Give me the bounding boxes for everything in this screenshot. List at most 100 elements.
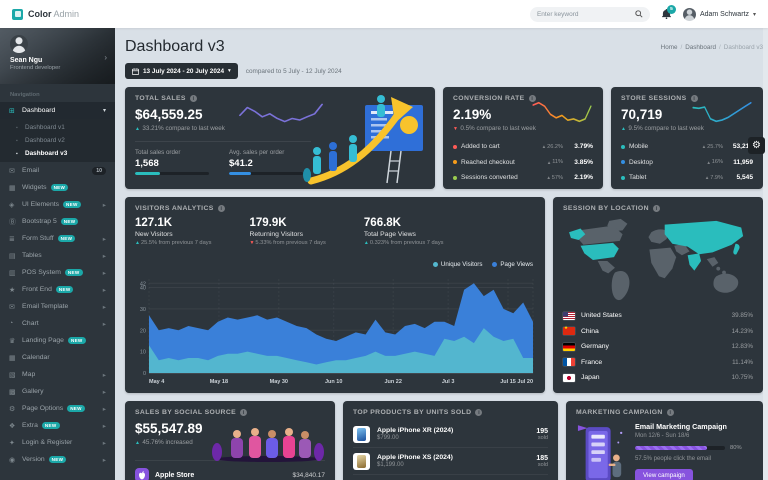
conversion-rate-card: CONVERSION RATE i 2.19% ▼ 0.5% compare to… (443, 87, 603, 189)
settings-gear-button[interactable]: ⚙ (748, 137, 765, 154)
sidebar-item-front-end[interactable]: ★ Front End NEW ▸ (0, 281, 115, 298)
sidebar-item-tables[interactable]: ▤ Tables ▸ (0, 247, 115, 264)
sidebar-item-version[interactable]: ◉ Version NEW ▸ (0, 451, 115, 468)
date-range-button[interactable]: 13 July 2024 - 20 July 2024 ▾ (125, 63, 238, 79)
sidebar-item-dashboard-v1[interactable]: ▪ Dashboard v1 (0, 121, 115, 134)
sidebar-item-pos-system[interactable]: ▥ POS System NEW ▸ (0, 264, 115, 281)
info-icon[interactable]: i (240, 409, 248, 416)
user-menu[interactable]: Adam Schwartz ▾ (682, 7, 756, 21)
cn-flag-icon: ★ (563, 325, 575, 336)
stat-label: Avg. sales per order (229, 149, 285, 156)
brand-logo[interactable]: Color Admin (12, 8, 79, 20)
bottom-row: SALES BY SOCIAL SOURCE i $55,547.89 ▲ 45.… (125, 401, 763, 480)
stat-value: $41.2 (229, 158, 253, 169)
sidebar-item-login-register[interactable]: ✦ Login & Register ▸ (0, 434, 115, 451)
info-icon[interactable]: i (528, 95, 536, 102)
search-icon[interactable] (635, 10, 643, 18)
sidebar-item-label: Calendar (22, 354, 50, 361)
sidebar-item-ui-elements[interactable]: ◈ UI Elements NEW ▸ (0, 196, 115, 213)
sidebar-item-label: Bootstrap 5 (22, 218, 57, 225)
breadcrumb-separator: / (680, 43, 683, 51)
breadcrumb-item[interactable]: Home (660, 43, 678, 51)
info-icon[interactable]: i (475, 409, 483, 416)
scrollbar[interactable] (763, 28, 768, 480)
info-icon[interactable]: i (690, 95, 698, 102)
legend-dot (432, 262, 438, 267)
sidebar-item-gallery[interactable]: ▩ Gallery ▸ (0, 383, 115, 400)
legend-unique-visitors[interactable]: Unique Visitors (432, 261, 483, 268)
new-badge: NEW (41, 422, 60, 429)
fr-flag-icon (563, 358, 575, 367)
notifications-button[interactable]: 5 (661, 5, 676, 19)
sidebar-item-email[interactable]: ✉ Email 10 (0, 162, 115, 179)
info-icon[interactable]: i (666, 409, 674, 416)
sidebar-item-chart[interactable]: ◔ Chart ▸ (0, 315, 115, 332)
info-icon[interactable]: i (189, 95, 197, 102)
country-name: France (581, 358, 603, 366)
visitor-stats: 127.1K New Visitors ▲ 25.5% from previous 7… (135, 217, 535, 246)
sidebar-item-calendar[interactable]: ▦ Calendar (0, 349, 115, 366)
chevron-right-icon: ▸ (102, 235, 106, 243)
sidebar-item-label: UI Elements (22, 201, 60, 208)
sidebar-item-page-options[interactable]: ⚙ Page Options NEW ▸ (0, 400, 115, 417)
stat-change: ▲ 25.5% from previous 7 days (135, 240, 211, 246)
new-badge: NEW (50, 184, 69, 191)
store-session-change: ▲ 25.7% (702, 144, 723, 150)
store-sessions-change: ▲ 9.5% compare to last week (621, 125, 753, 132)
calendar-icon: ▦ (9, 354, 16, 362)
sidebar-item-map[interactable]: ▧ Map ▸ (0, 366, 115, 383)
sidebar-item-dashboard-v2[interactable]: ▪ Dashboard v2 (0, 134, 115, 147)
sidebar-item-form-stuff[interactable]: ≣ Form Stuff NEW ▸ (0, 230, 115, 247)
conversion-rate-amount: 2.19% (453, 107, 492, 122)
star-icon: ★ (564, 325, 569, 331)
stat-change-text: 0.323% from previous 7 days (369, 240, 444, 246)
store-session-change-value: 7.9% (710, 174, 723, 181)
sidebar-item-bootstrap-5[interactable]: Ⓑ Bootstrap 5 NEW (0, 213, 115, 230)
search-input[interactable] (536, 10, 635, 18)
total-sales-stats: Total sales order 1,568 Avg. sales per ord… (135, 141, 311, 175)
svg-text:10: 10 (140, 350, 146, 356)
profile-role: Frontend developer (10, 65, 61, 71)
sidebar-item-dashboard-v3[interactable]: ▪ Dashboard v3 (0, 147, 115, 160)
count-unit: sold (537, 461, 548, 468)
legend-page-views[interactable]: Page Views (492, 261, 533, 268)
sidebar-item-label: POS System (22, 269, 61, 276)
front-end-icon: ★ (9, 286, 16, 294)
product-row: Apple iPhone XR (2024) $799.00 195 sold (353, 421, 548, 448)
conversion-change-value: 11% (552, 159, 563, 166)
brand-logo-icon (12, 8, 23, 20)
sidebar-item-email-template[interactable]: ✉ Email Template ▸ (0, 298, 115, 315)
team-illustration (212, 428, 324, 462)
sidebar-item-landing-page[interactable]: ♛ Landing Page NEW (0, 332, 115, 349)
product-info: Apple iPhone XS (2024) $1,199.00 (377, 454, 453, 468)
product-thumbnail (353, 425, 370, 443)
sidebar-item-label: Widgets (22, 184, 47, 191)
sidebar-item-widgets[interactable]: ▦ Widgets NEW (0, 179, 115, 196)
view-campaign-button[interactable]: View campaign (635, 469, 693, 480)
conversion-rate-sparkline (531, 99, 593, 125)
sidebar-profile[interactable]: Sean Ngu Frontend developer › (0, 28, 115, 84)
legend-label: Unique Visitors (440, 261, 483, 268)
card-title: VISITORS ANALYTICS i (135, 205, 535, 212)
total-sales-sparkline (237, 101, 325, 125)
chevron-right-icon: ▸ (102, 405, 106, 413)
sidebar-item-dashboard[interactable]: ⊞ Dashboard ▾ (0, 102, 115, 119)
store-sessions-rows: Mobile ▲ 25.7% 53,210 Desktop ▲ 16% 11,959 Table… (621, 139, 753, 186)
info-icon[interactable]: i (217, 205, 225, 212)
sidebar-item-label: Dashboard (22, 107, 56, 114)
card-title: TOP PRODUCTS BY UNITS SOLD i (353, 409, 548, 416)
sidebar-item-extra[interactable]: ❖ Extra NEW ▸ (0, 417, 115, 434)
svg-text:0: 0 (143, 371, 146, 377)
breadcrumb-item[interactable]: Dashboard (685, 43, 717, 51)
visitor-stat: 127.1K New Visitors ▲ 25.5% from previous 7… (135, 217, 211, 246)
card-title-text: SALES BY SOCIAL SOURCE (135, 409, 237, 416)
new-badge: NEW (48, 456, 67, 463)
info-icon[interactable]: i (652, 205, 660, 212)
search-box[interactable] (529, 6, 650, 22)
top-header: Color Admin 5 Adam Schwartz ▾ (0, 0, 768, 28)
new-badge: NEW (63, 201, 81, 208)
campaign-progress: 80% (635, 445, 742, 451)
marketing-campaign-card: MARKETING CAMPAIGN i Emai (566, 401, 763, 480)
top-products-card: TOP PRODUCTS BY UNITS SOLD i Apple iPhone… (343, 401, 558, 480)
new-badge: NEW (64, 269, 83, 276)
